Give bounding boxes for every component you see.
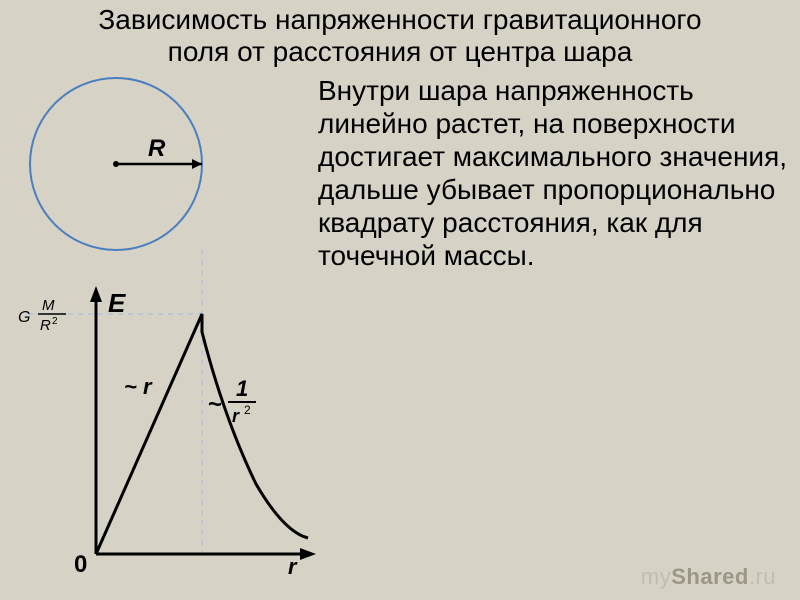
inverse-tilde: ~	[208, 391, 222, 418]
x-axis-label: r	[288, 554, 298, 579]
inverse-exp: 2	[244, 403, 251, 417]
ymax-denom: R	[40, 317, 51, 334]
inverse-numer: 1	[236, 376, 248, 401]
watermark-part-c: .ru	[749, 564, 776, 589]
linear-region-label: ~ r	[124, 374, 153, 399]
origin-label: 0	[74, 551, 87, 578]
radius-label: R	[148, 135, 166, 162]
ymax-numer: M	[42, 297, 55, 314]
watermark: myShared.ru	[641, 564, 776, 590]
ymax-exp: 2	[52, 316, 58, 327]
ymax-G: G	[18, 309, 30, 326]
x-axis-arrowhead	[300, 548, 316, 560]
slide-title: Зависимость напряженности гравитационног…	[0, 4, 800, 68]
slide: Зависимость напряженности гравитационног…	[0, 0, 800, 600]
y-axis-arrowhead	[90, 286, 102, 302]
inverse-denom: r	[232, 406, 240, 426]
watermark-part-a: my	[641, 564, 671, 589]
radius-arrowhead	[192, 159, 202, 169]
y-axis-label: E	[108, 288, 126, 318]
watermark-part-b: Shared	[671, 564, 749, 589]
y-max-label: G M R 2	[18, 297, 66, 334]
figure-svg: R E 0 r ~ r ~ 1 r 2 G M R 2	[8, 74, 318, 594]
body-text: Внутри шара напряженность линейно растет…	[318, 74, 788, 272]
